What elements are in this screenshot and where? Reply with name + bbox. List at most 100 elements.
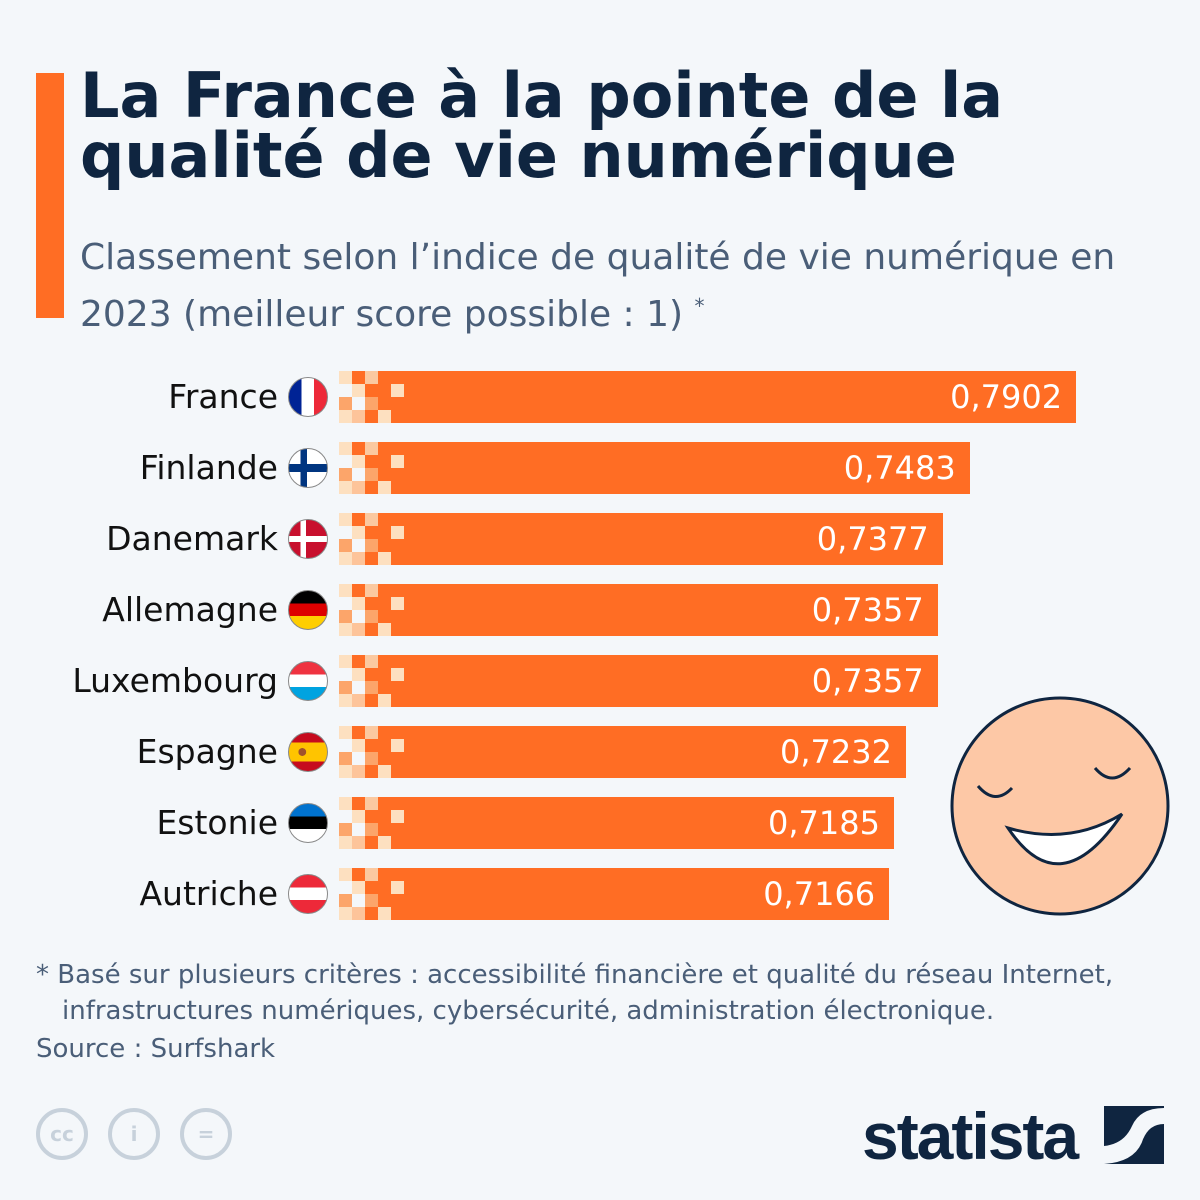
bar-pixel [352,694,365,707]
bar-pixel [391,881,404,894]
bar-row: Estonie 0,7185 [0,797,1200,849]
page-title: La France à la pointe de la qualité de v… [80,59,1004,192]
bar: 0,7357 [339,584,938,636]
statista-logo[interactable]: statista [862,1098,1079,1174]
category-label: Luxembourg [72,661,278,700]
bar-pixel [391,668,404,681]
bar-pixel [339,739,352,752]
smiley-icon [950,696,1170,916]
bar-pixel [352,823,365,836]
bar-row: France 0,7902 [0,371,1200,423]
bar-pixel [378,907,391,920]
accent-bar [36,73,64,318]
bar-pixel [378,481,391,494]
bar-pixel [339,442,352,455]
bar-pixel [391,455,404,468]
bar-pixel [365,868,378,881]
category-label: Allemagne [102,590,278,629]
bar-pixel [352,810,365,823]
bar-pixel [352,610,365,623]
bar-pixel [339,668,352,681]
bar-pixel [378,552,391,565]
bar-pixel [378,836,391,849]
bar-pixel [391,810,404,823]
brand-text: statista [862,1099,1079,1173]
bar-pixel [365,752,378,765]
bar-row: Luxembourg 0,7357 [0,655,1200,707]
bar-pixel [391,384,404,397]
bar-pixel [365,513,378,526]
bar-pixel [339,513,352,526]
bar-pixel [378,694,391,707]
bar-pixel [352,597,365,610]
value-label: 0,7357 [811,662,924,700]
attribution-icon[interactable]: i [108,1108,160,1160]
no-derivatives-icon[interactable]: = [180,1108,232,1160]
bar-pixel [339,881,352,894]
bar-pixel [339,623,352,636]
category-label: France [168,377,278,416]
bar-pixel [352,481,365,494]
bar-pixel [352,397,365,410]
flag-icon [288,874,328,914]
source: Source : Surfshark [36,1034,276,1064]
bar-pixel [365,894,378,907]
flag-icon [288,377,328,417]
statista-logo-icon [1104,1106,1164,1164]
bar-pixel [378,623,391,636]
bar-pixel [339,481,352,494]
bar-pixel [339,384,352,397]
bar-pixel [339,455,352,468]
category-label: Estonie [156,803,278,842]
bar-pixel [339,752,352,765]
bar-pixel [365,681,378,694]
bar-row: Espagne 0,7232 [0,726,1200,778]
bar-pixel [339,526,352,539]
bar-pixel [365,610,378,623]
bar: 0,7185 [339,797,894,849]
footnote: * Basé sur plusieurs critères : accessib… [36,960,1114,1026]
flag-icon [288,519,328,559]
flag-icon [288,803,328,843]
bar-pixel [339,539,352,552]
bar-pixel [365,442,378,455]
bar-row: Danemark 0,7377 [0,513,1200,565]
bar-pixel [339,823,352,836]
bar-pixel [352,894,365,907]
bar-pixel [365,726,378,739]
bar-pixel [339,397,352,410]
category-label: Autriche [139,874,278,913]
value-label: 0,7232 [779,733,892,771]
bar-row: Finlande 0,7483 [0,442,1200,494]
bar: 0,7377 [339,513,943,565]
value-label: 0,7166 [763,875,876,913]
bar-pixel [339,810,352,823]
category-label: Finlande [139,448,278,487]
bar-pixel [339,894,352,907]
bar-pixel [339,610,352,623]
bar-pixel [352,881,365,894]
bar-pixel [352,681,365,694]
bar-pixel [339,836,352,849]
flag-icon [288,448,328,488]
bar-pixel [365,584,378,597]
value-label: 0,7377 [816,520,929,558]
bar-pixel [339,765,352,778]
bar-pixel [339,681,352,694]
cc-icon[interactable]: cc [36,1108,88,1160]
value-label: 0,7357 [811,591,924,629]
bar-pixel [352,752,365,765]
bar-pixel [352,410,365,423]
bar-pixel [339,655,352,668]
bar-pixel [339,410,352,423]
bar-pixel [365,797,378,810]
bar-pixel [391,739,404,752]
bar-pixel [365,823,378,836]
bar-pixel [352,552,365,565]
bar-pixel [352,765,365,778]
footnote-mark: * [694,294,705,318]
bar-pixel [365,539,378,552]
bar-pixel [352,623,365,636]
bar-pixel [378,765,391,778]
